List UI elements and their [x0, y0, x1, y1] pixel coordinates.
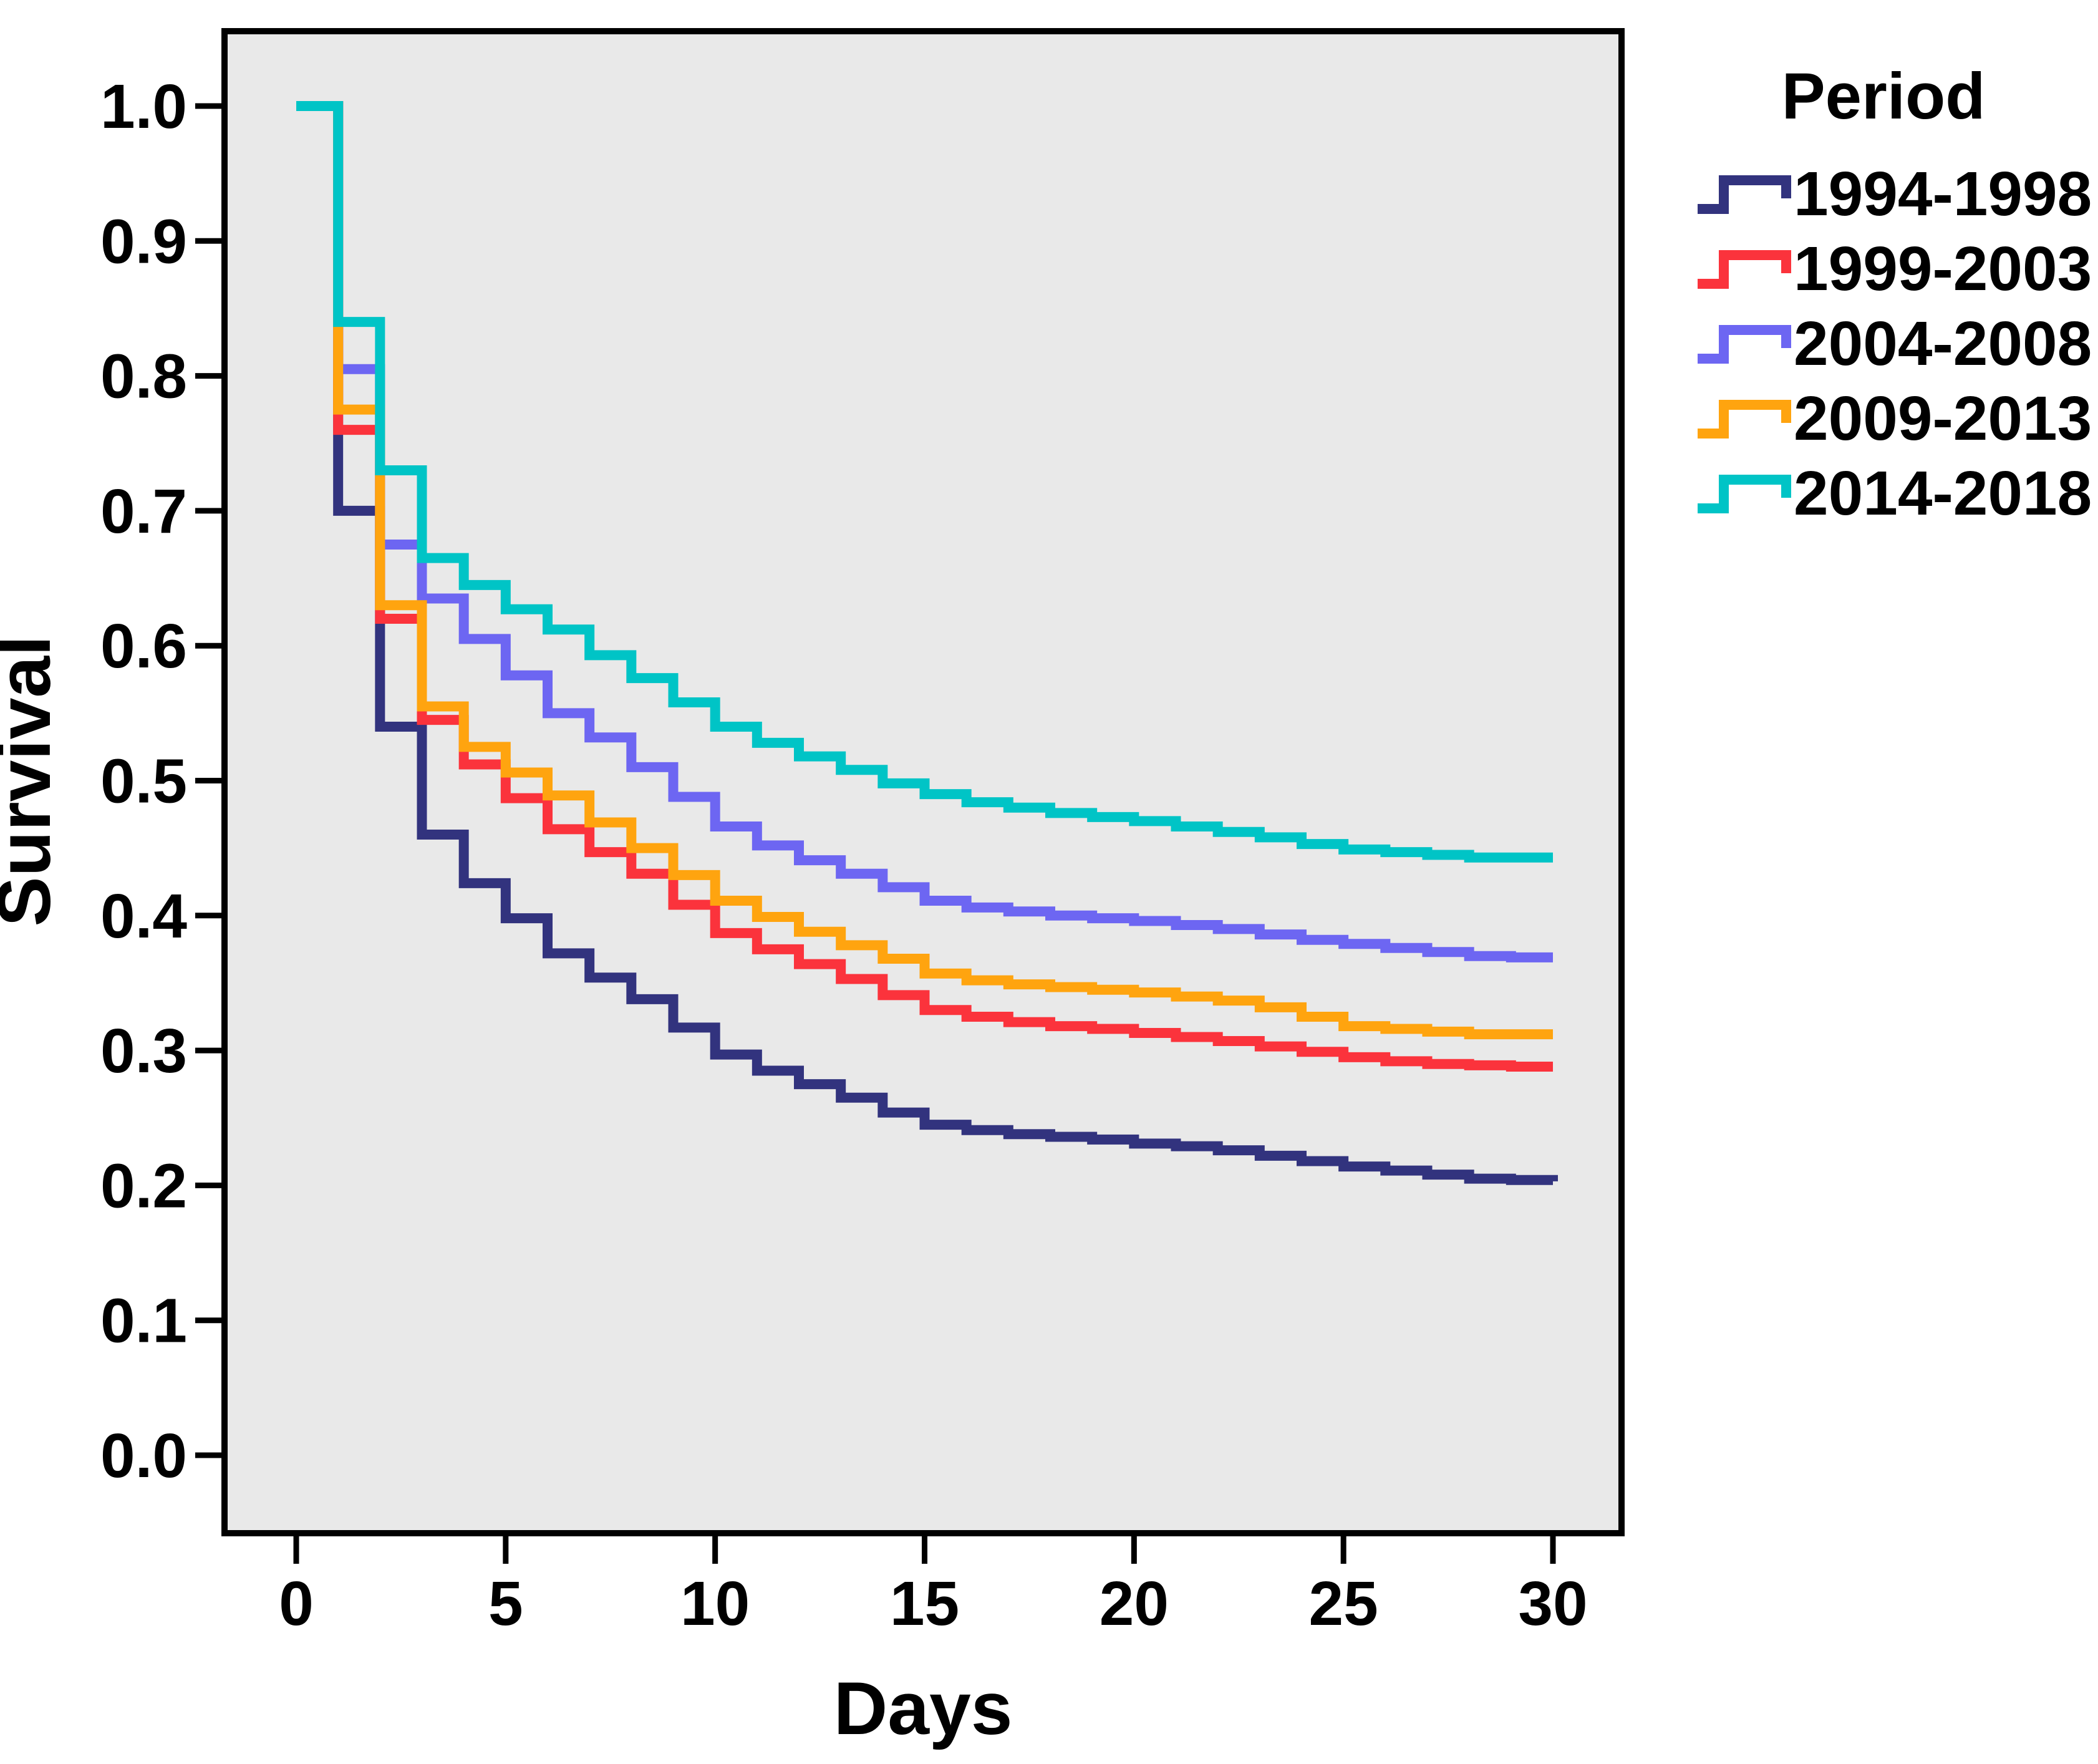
- y-tick-label: 0.7: [100, 477, 187, 546]
- legend-item-2009-2013: 2009-2013: [1698, 384, 2092, 453]
- x-tick-label: 25: [1309, 1569, 1378, 1639]
- legend-item-label: 1999-2003: [1794, 234, 2092, 304]
- x-tick-label: 10: [680, 1569, 750, 1639]
- survival-curves: [296, 101, 1558, 1185]
- legend-items: 1994-19981999-20032004-20082009-20132014…: [1698, 159, 2092, 528]
- x-axis: 0 5 10 15 20 25 30: [279, 1534, 1588, 1639]
- legend-item-label: 1994-1998: [1794, 159, 2092, 229]
- y-tick-label: 0.9: [100, 206, 187, 276]
- legend-key-step-icon: [1698, 400, 1791, 439]
- survival-curve-2004-2008: [296, 101, 1553, 962]
- survival-curve-2014-2018: [296, 101, 1553, 863]
- x-tick-label: 20: [1100, 1569, 1169, 1639]
- y-axis: 1.0 0.9 0.8 0.7 0.6 0.5 0.4 0.3 0.2 0.1 0.0: [100, 72, 225, 1491]
- legend-item-1994-1998: 1994-1998: [1698, 159, 2092, 229]
- legend-item-label: 2014-2018: [1794, 458, 2092, 528]
- y-tick-label: 0.8: [100, 342, 187, 412]
- y-tick-label: 1.0: [100, 72, 187, 142]
- x-tick-label: 5: [488, 1569, 523, 1639]
- x-axis-title: Days: [834, 1667, 1013, 1750]
- y-tick-label: 0.3: [100, 1016, 187, 1086]
- y-tick-label: 0.6: [100, 611, 187, 681]
- legend-item-label: 2009-2013: [1794, 384, 2092, 453]
- legend-item-label: 2004-2008: [1794, 309, 2092, 379]
- y-tick-label: 0.4: [100, 881, 187, 951]
- y-tick-label: 0.1: [100, 1286, 187, 1356]
- legend-item-1999-2003: 1999-2003: [1698, 234, 2092, 304]
- x-tick-label: 0: [279, 1569, 314, 1639]
- y-axis-title: Survival: [0, 636, 66, 927]
- legend: Period 1994-19981999-20032004-20082009-2…: [1698, 60, 2092, 528]
- legend-key-step-icon: [1698, 175, 1791, 214]
- legend-key-step-icon: [1698, 475, 1791, 513]
- legend-item-2004-2008: 2004-2008: [1698, 309, 2092, 379]
- survival-curve-1999-2003: [296, 101, 1553, 1072]
- y-tick-label: 0.0: [100, 1421, 187, 1491]
- x-tick-label: 15: [890, 1569, 959, 1639]
- y-tick-label: 0.2: [100, 1151, 187, 1221]
- y-tick-label: 0.5: [100, 747, 187, 817]
- survival-curve-1994-1998: [296, 101, 1558, 1185]
- legend-title: Period: [1782, 60, 1986, 133]
- x-tick-label: 30: [1518, 1569, 1587, 1639]
- legend-key-step-icon: [1698, 325, 1791, 364]
- survival-curve-2009-2013: [296, 101, 1553, 1040]
- legend-key-step-icon: [1698, 250, 1791, 289]
- legend-item-2014-2018: 2014-2018: [1698, 458, 2092, 528]
